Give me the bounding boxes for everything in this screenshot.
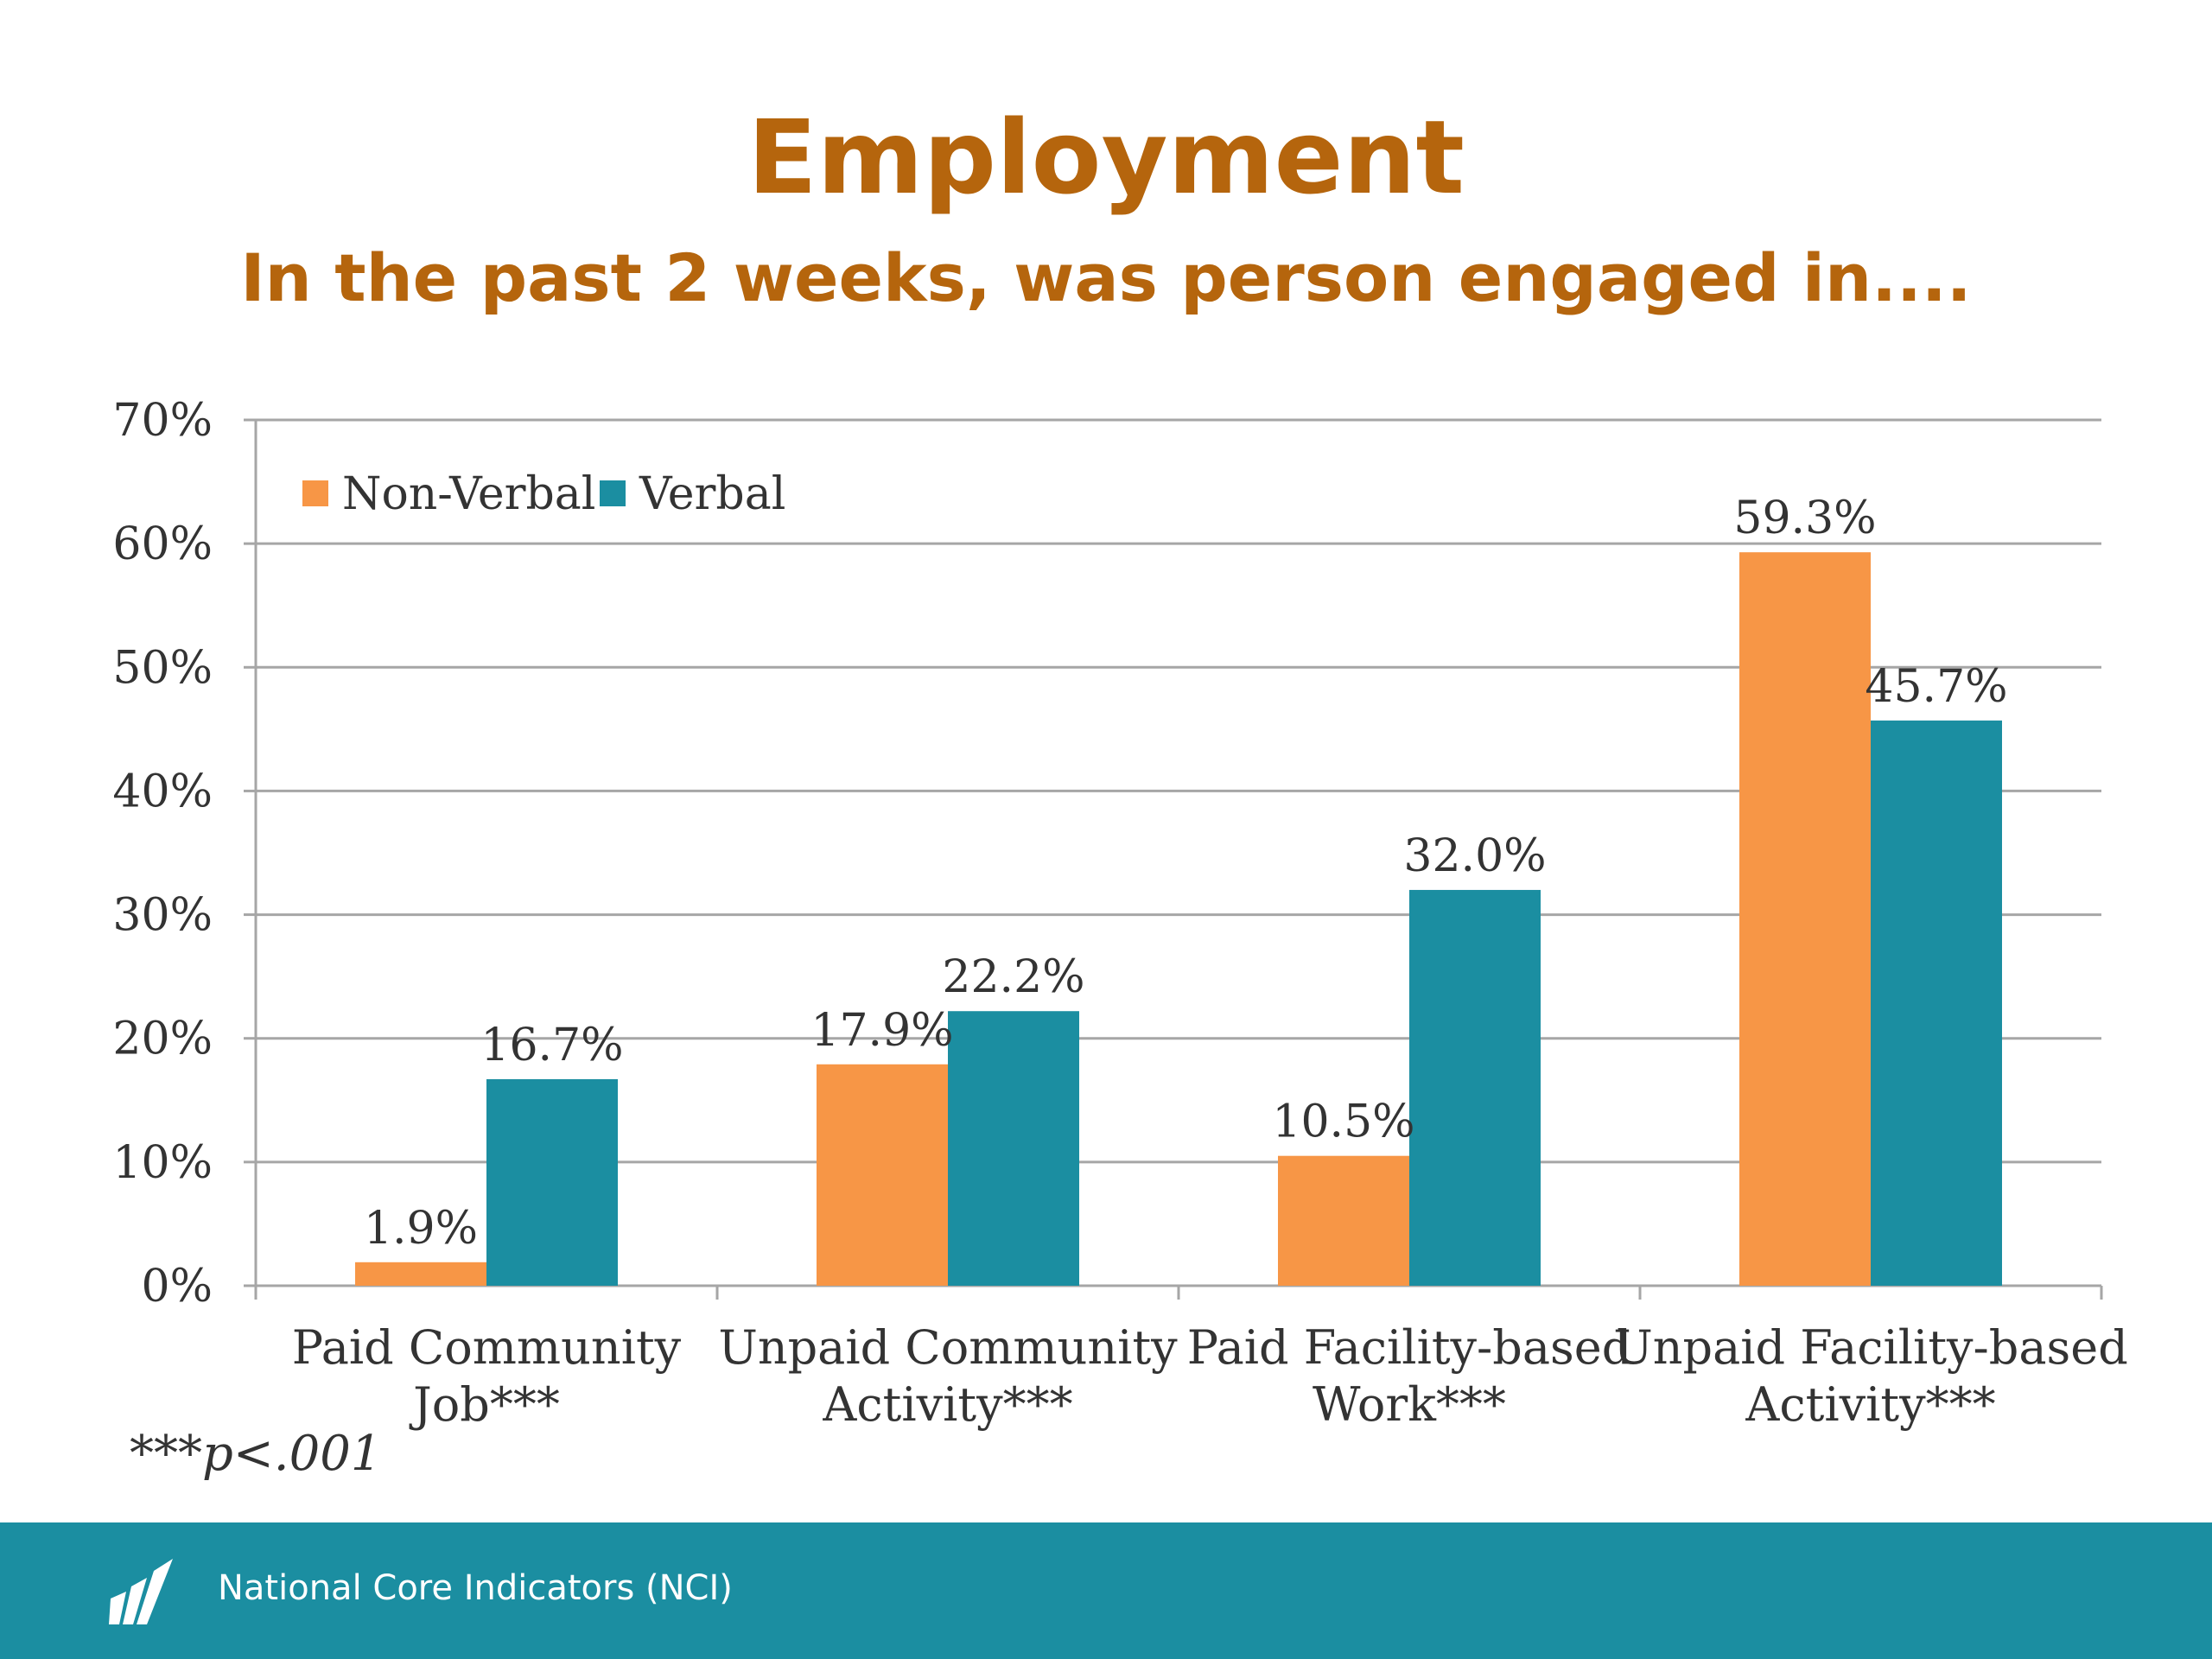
data-label: 45.7% <box>1865 661 2007 713</box>
legend-label: Non-Verbal <box>342 468 595 520</box>
y-tick-label: 30% <box>112 890 213 942</box>
y-tick-label: 50% <box>112 642 213 694</box>
bar <box>1409 889 1541 1286</box>
x-category-label: Paid Community <box>292 1320 682 1375</box>
x-category-label: Job*** <box>409 1377 560 1432</box>
chart-subtitle: In the past 2 weeks, was person engaged … <box>240 239 1972 316</box>
x-category-label: Work*** <box>1313 1377 1506 1432</box>
nci-logo-icon <box>109 1559 173 1624</box>
bar <box>355 1262 486 1286</box>
bar <box>1739 552 1871 1286</box>
significance-footnote: ***p<.001 <box>130 1426 382 1482</box>
legend-background <box>285 458 778 536</box>
bars <box>355 552 2002 1286</box>
data-label: 1.9% <box>364 1203 478 1255</box>
legend-swatch <box>302 480 328 506</box>
bar-chart: 0% 10% 20% 30% 40% 50% 60% 70% Paid CommunityJob… <box>112 395 2128 1432</box>
legend-label: Verbal <box>639 468 785 520</box>
data-label: 59.3% <box>1733 493 1876 544</box>
data-label: 16.7% <box>480 1020 623 1071</box>
footer-bar: National Core Indicators (NCI) <box>0 1522 2212 1659</box>
legend-swatch <box>600 480 626 506</box>
data-label: 32.0% <box>1403 830 1546 882</box>
bar <box>1278 1155 1409 1286</box>
data-labels: 1.9% 16.7% 17.9%22.2% 10.5% 32.0% 59.3% 45.7% <box>364 493 2008 1255</box>
bar <box>486 1078 618 1286</box>
data-label: 22.2% <box>942 951 1084 1003</box>
data-label: 17.9% <box>810 1005 953 1057</box>
x-category-label: Activity*** <box>1745 1377 1995 1432</box>
y-tick-label: 0% <box>142 1261 213 1313</box>
y-tick-label: 20% <box>112 1014 213 1065</box>
x-category-label: Unpaid Facility-based <box>1613 1320 2128 1375</box>
y-tick-label: 40% <box>112 766 213 817</box>
bar <box>948 1011 1079 1286</box>
legend: Non-Verbal Verbal <box>285 458 785 536</box>
y-tick-label: 70% <box>112 395 213 447</box>
x-category-label: Unpaid Community <box>718 1320 1178 1375</box>
x-category-label: Paid Facility-based <box>1187 1320 1632 1375</box>
chart-title: Employment <box>747 98 1465 217</box>
x-category-label: Activity*** <box>822 1377 1072 1432</box>
footer-org-name: National Core Indicators (NCI) <box>218 1568 733 1608</box>
y-tick-label: 60% <box>112 518 213 570</box>
y-tick-label: 10% <box>112 1137 213 1189</box>
bar <box>817 1064 948 1286</box>
data-label: 10.5% <box>1272 1096 1414 1148</box>
bar <box>1871 720 2002 1286</box>
